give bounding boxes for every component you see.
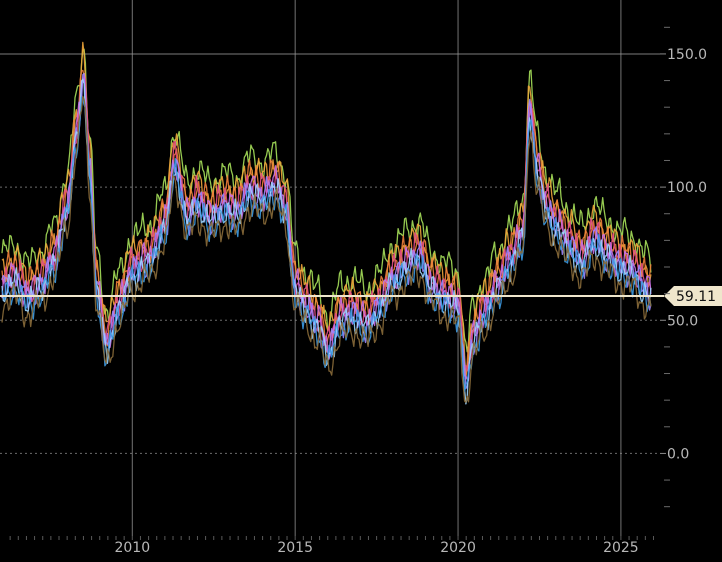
x-tick-label: 2025 <box>603 540 639 556</box>
y-tick-label: 100.0 <box>667 180 707 196</box>
x-tick-label: 2010 <box>114 540 150 556</box>
last-value-flag <box>664 286 722 307</box>
x-tick-label: 2020 <box>440 540 476 556</box>
series-line-pink <box>1 74 652 372</box>
x-tick-label: 2015 <box>277 540 313 556</box>
y-tick-label: 50.0 <box>667 313 698 329</box>
series-line-amber <box>1 41 652 377</box>
y-tick-label: 0.0 <box>667 446 689 462</box>
last-value-group: 59.11 <box>0 286 722 307</box>
y-tick-label: 150.0 <box>667 47 707 63</box>
series-line-lightblue <box>1 78 652 405</box>
y-axis: 150.0 100.0 50.0 0.0 <box>660 26 707 508</box>
x-axis: 2010 2015 2020 2025 <box>9 536 654 556</box>
series-line-brown <box>1 95 652 403</box>
series-group <box>1 41 652 405</box>
last-value-label: 59.11 <box>676 289 716 305</box>
